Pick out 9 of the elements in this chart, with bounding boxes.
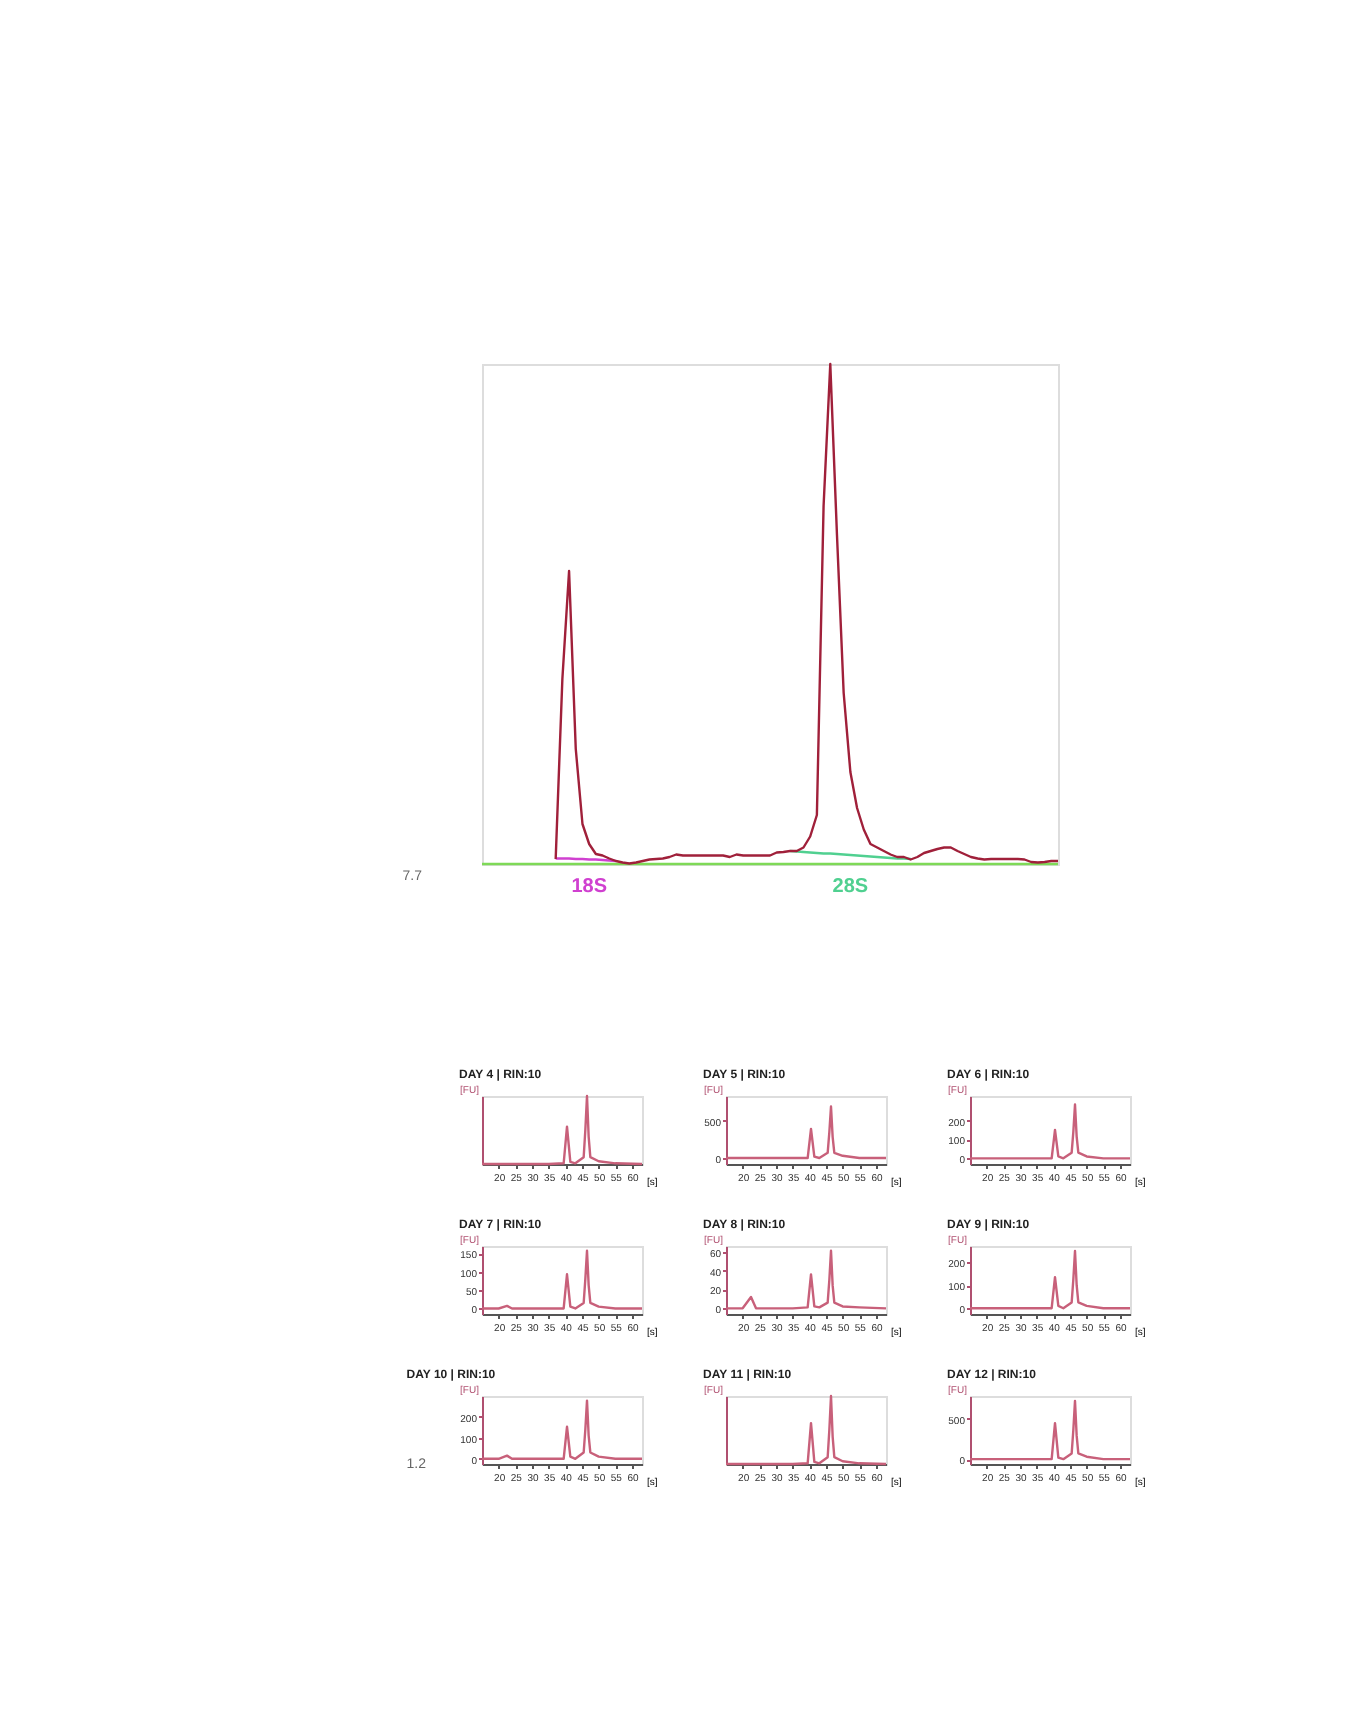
line-series bbox=[724, 1249, 888, 1310]
line-series bbox=[968, 1103, 1132, 1160]
series-label: 18S bbox=[571, 876, 608, 898]
line-series bbox=[480, 1249, 644, 1310]
line-series bbox=[968, 1249, 1132, 1310]
line-series bbox=[724, 1105, 888, 1160]
line-series bbox=[480, 1399, 644, 1460]
series-label: 28S bbox=[832, 876, 869, 898]
line-series bbox=[968, 1399, 1132, 1461]
